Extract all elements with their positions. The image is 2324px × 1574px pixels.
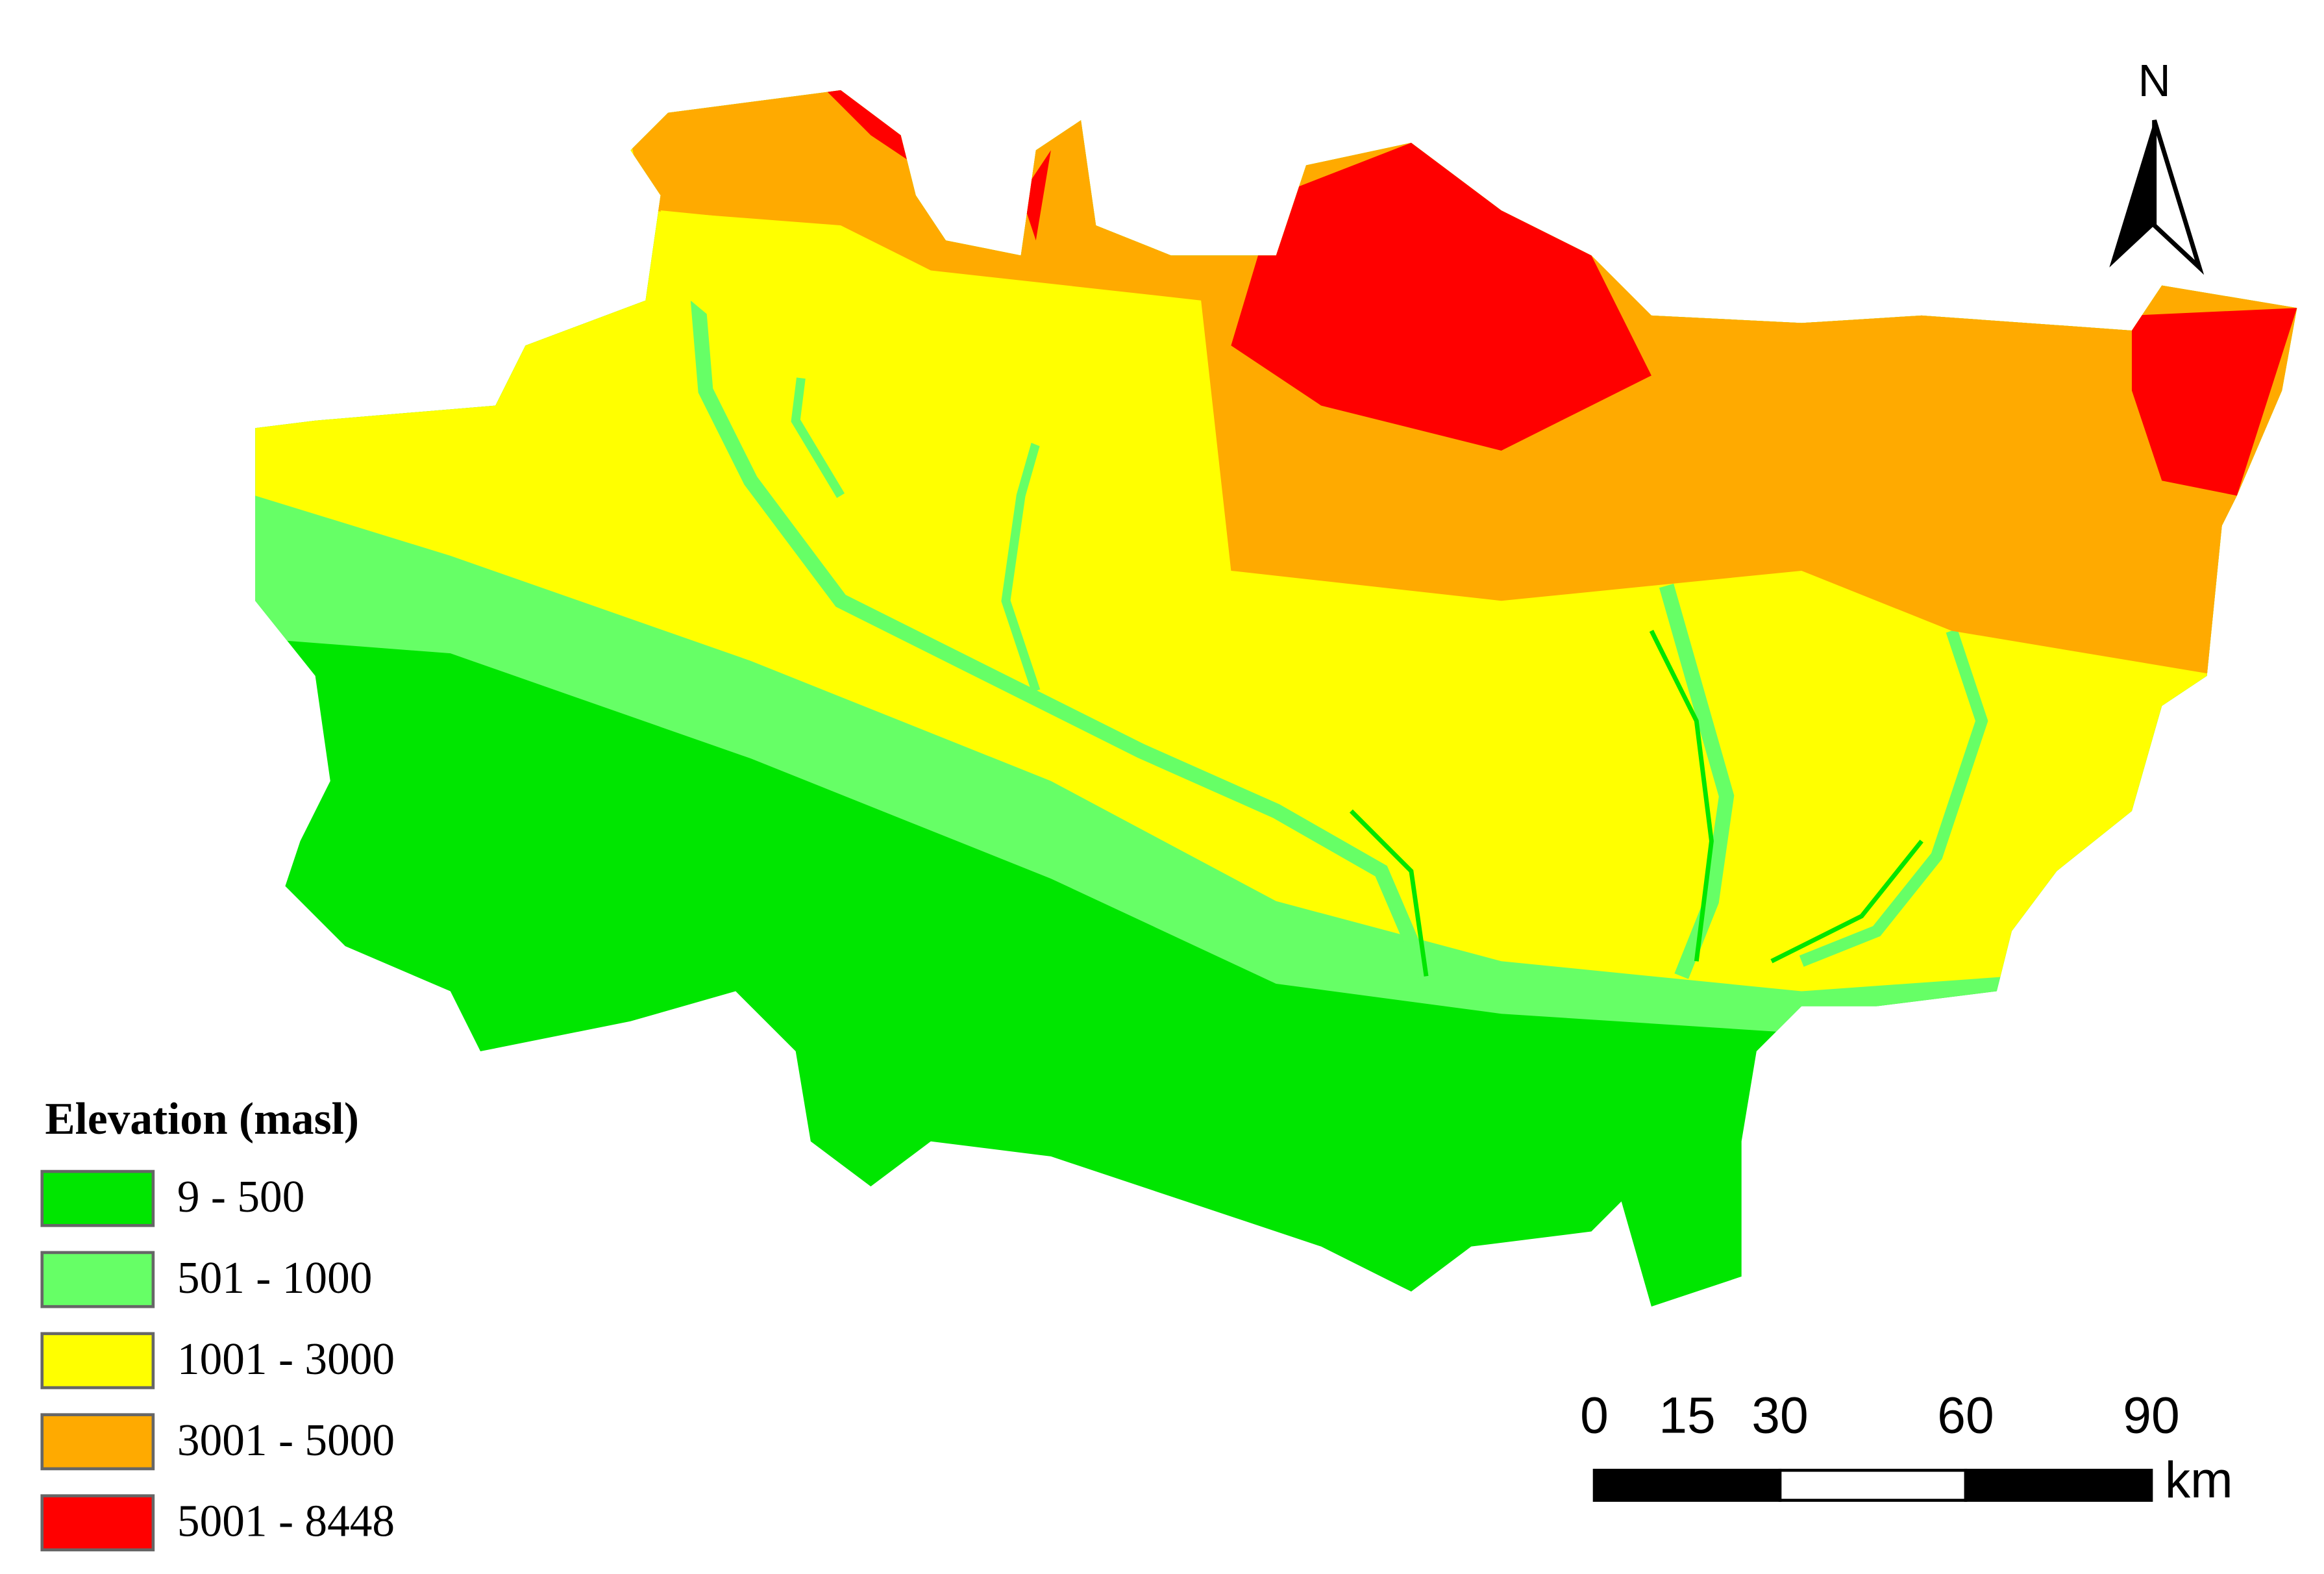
scale-segment xyxy=(1592,1468,1782,1502)
scale-tick-label: 0 xyxy=(1580,1386,1609,1443)
river-valley xyxy=(1799,629,1988,967)
zone-peak xyxy=(2131,308,2297,496)
scale-segment xyxy=(1778,1468,1968,1502)
legend-label: 5001 - 8448 xyxy=(177,1497,395,1547)
legend-swatch xyxy=(40,1413,155,1471)
river-channel xyxy=(1349,809,1429,977)
river-channel xyxy=(1649,629,1714,962)
north-label: N xyxy=(2138,55,2171,106)
scale-unit: km xyxy=(2165,1451,2233,1508)
legend-label: 3001 - 5000 xyxy=(177,1416,395,1466)
north-arrow-right xyxy=(2152,119,2205,275)
legend-swatch xyxy=(40,1494,155,1552)
river-channel xyxy=(1770,840,1923,964)
zone-high-west xyxy=(660,210,1202,496)
north-arrow: N xyxy=(2109,55,2205,275)
legend-label: 501 - 1000 xyxy=(177,1253,373,1303)
scale-tick-label: 90 xyxy=(2123,1386,2179,1443)
river-valley xyxy=(690,299,1433,979)
legend-label: 9 - 500 xyxy=(177,1172,305,1222)
legend-title: Elevation (masl) xyxy=(45,1094,359,1144)
legend: Elevation (masl) 9 - 500 501 - 1000 1001 -… xyxy=(40,1094,395,1552)
scale-bar: 0 15 30 60 90 km xyxy=(1580,1386,2232,1508)
north-arrow-left xyxy=(2109,120,2155,268)
zone-peak xyxy=(1231,142,1651,451)
scale-tick-label: 30 xyxy=(1751,1386,1808,1443)
zone-peak xyxy=(1020,150,1051,241)
legend-swatch xyxy=(40,1169,155,1227)
scale-tick-label: 60 xyxy=(1937,1386,1994,1443)
scale-tick-label: 15 xyxy=(1659,1386,1715,1443)
legend-swatch xyxy=(40,1251,155,1308)
legend-swatch xyxy=(40,1332,155,1390)
scale-segment xyxy=(1964,1468,2153,1502)
legend-label: 1001 - 3000 xyxy=(177,1334,395,1384)
